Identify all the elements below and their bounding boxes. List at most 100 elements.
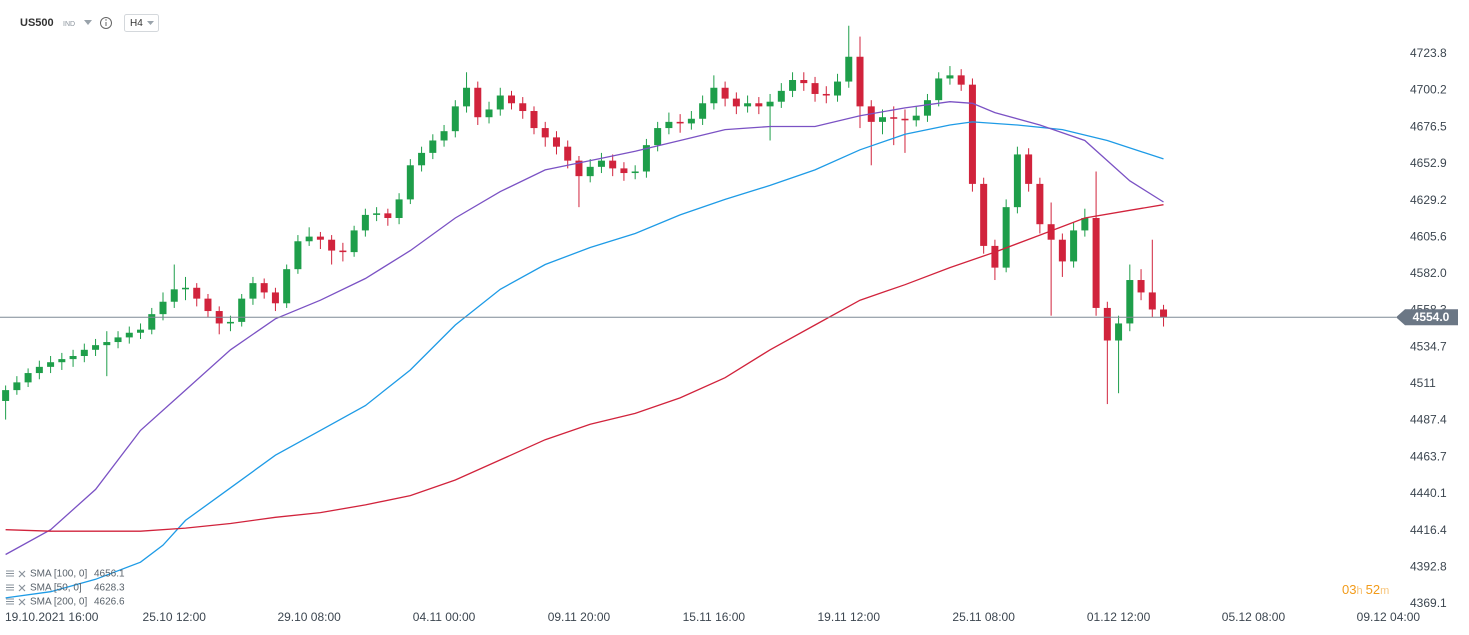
- candle-body: [137, 329, 145, 333]
- candle-body: [912, 115, 920, 121]
- candle-body: [1002, 207, 1010, 268]
- sma-line: [5, 101, 1164, 556]
- y-tick-label: 4629.2: [1410, 193, 1447, 207]
- candle-body: [193, 287, 201, 299]
- x-tick-label: 09.12 04:00: [1357, 610, 1421, 624]
- candle-body: [856, 56, 864, 107]
- sma-line: [5, 121, 1164, 599]
- candle-body: [642, 145, 650, 172]
- x-tick-label: 25.10 12:00: [143, 610, 207, 624]
- candle-body: [103, 342, 111, 346]
- candle-body: [429, 140, 437, 153]
- candle-body: [1013, 154, 1021, 208]
- candle-body: [957, 75, 965, 85]
- countdown-h: h: [1356, 585, 1362, 597]
- candle-body: [474, 87, 482, 118]
- legend-name: SMA [200, 0]: [30, 597, 87, 608]
- candle-body: [339, 250, 347, 253]
- y-tick-label: 4463.7: [1410, 449, 1447, 463]
- sma-line: [5, 204, 1164, 532]
- candle-body: [204, 298, 212, 312]
- symbol[interactable]: US500: [20, 17, 54, 29]
- candle-body: [170, 289, 178, 302]
- interval-selector[interactable]: [124, 14, 159, 32]
- x-tick-label: 09.11 20:00: [548, 610, 611, 624]
- candle-body: [271, 292, 279, 304]
- candle-body: [1070, 230, 1078, 262]
- legend-remove[interactable]: [18, 598, 26, 606]
- interval-arrow: [147, 21, 154, 25]
- y-tick-label: 4511: [1410, 376, 1436, 390]
- candle-body: [463, 87, 471, 107]
- candle-body: [597, 160, 605, 167]
- y-tick-label: 4676.5: [1410, 119, 1447, 133]
- candle-body: [552, 137, 560, 147]
- candle-body: [901, 118, 909, 121]
- candle-body: [35, 366, 43, 374]
- candle-body: [384, 213, 392, 219]
- legend-remove[interactable]: [18, 584, 26, 592]
- candle-body: [575, 160, 583, 177]
- y-tick-label: 4723.8: [1410, 46, 1447, 60]
- legend-name: SMA [100, 0]: [30, 569, 87, 580]
- candle-body: [226, 321, 234, 324]
- legend-value: 4626.6: [94, 597, 125, 608]
- candle-body: [732, 98, 740, 107]
- candle-body: [294, 241, 302, 270]
- dropdown-arrow[interactable]: [84, 20, 92, 25]
- candle-body: [609, 160, 617, 169]
- candle-body: [2, 390, 10, 401]
- candle-body: [845, 56, 853, 82]
- candle-body: [811, 83, 819, 94]
- candle-body: [1103, 307, 1111, 341]
- candle-body: [631, 171, 639, 174]
- candle-body: [508, 95, 516, 104]
- candle-body: [148, 314, 156, 330]
- countdown-hours: 03: [1342, 582, 1356, 597]
- y-tick-label: 4416.4: [1410, 523, 1447, 537]
- candle-body: [350, 230, 358, 253]
- candle-body: [181, 287, 189, 290]
- current-price-tag: [1396, 309, 1458, 326]
- axes: 4723.8 4700.2 4676.5 4652.9 4629.2 4605.6 4582…: [0, 46, 1458, 624]
- candle-body: [249, 283, 257, 299]
- y-tick-label: 4652.9: [1410, 156, 1447, 170]
- legend-value: 4656.1: [94, 569, 125, 580]
- candle-body: [125, 332, 133, 338]
- candle-body: [406, 165, 414, 200]
- candle-body: [834, 81, 842, 96]
- candle-body: [13, 382, 21, 391]
- candle-body: [530, 111, 538, 129]
- candle-body: [878, 117, 886, 122]
- candle-body: [755, 103, 763, 107]
- y-tick-label: 4700.2: [1410, 83, 1447, 97]
- candle-body: [822, 93, 830, 96]
- x-tick-label: 19.11 12:00: [818, 610, 881, 624]
- countdown-minutes: 52: [1366, 582, 1380, 597]
- candle-body: [1058, 239, 1066, 262]
- candle-body: [923, 100, 931, 116]
- candle-body: [654, 128, 662, 146]
- candle-body: [418, 152, 426, 166]
- candle-body: [496, 95, 504, 110]
- candle-body: [968, 84, 976, 184]
- candle-body: [710, 87, 718, 104]
- legend-name: SMA [50, 0]: [30, 583, 82, 594]
- legend-remove[interactable]: [18, 570, 26, 578]
- legend-value: 4628.3: [94, 583, 125, 594]
- info-icon[interactable]: [100, 17, 112, 29]
- candle-body: [69, 356, 77, 360]
- candle-body: [800, 80, 808, 84]
- candle-body: [890, 117, 898, 119]
- candle-body: [24, 373, 32, 383]
- plot-area: [2, 25, 1168, 599]
- y-tick-label: 4582.0: [1410, 266, 1447, 280]
- candle-body: [620, 168, 628, 174]
- candle-body: [1092, 218, 1100, 308]
- candle-body: [1160, 309, 1168, 318]
- candle-body: [1036, 183, 1044, 225]
- candle-body: [451, 106, 459, 132]
- countdown-m: m: [1380, 585, 1389, 597]
- candle-body: [1137, 280, 1145, 293]
